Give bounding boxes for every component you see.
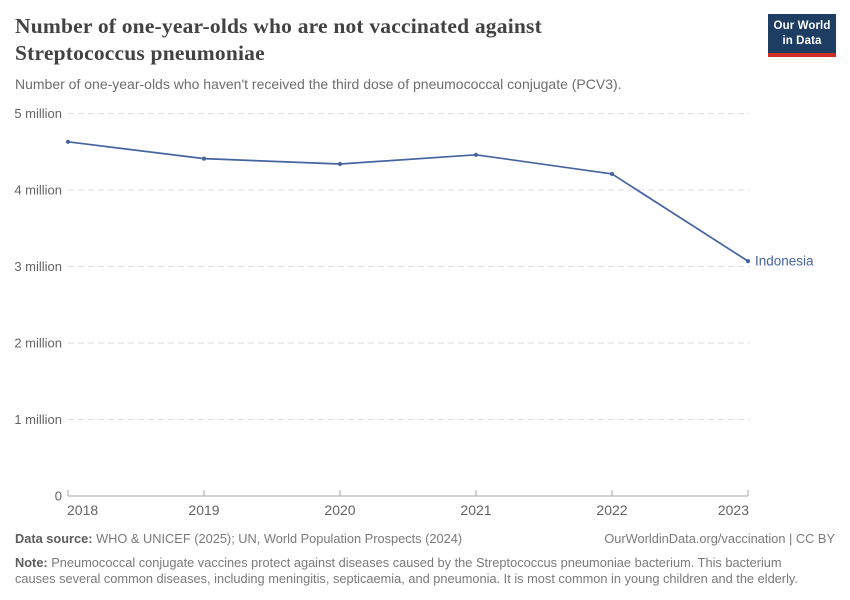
series-line [67,140,749,262]
chart-header: Number of one-year-olds who are not vacc… [15,13,750,93]
x-tick-label: 2023 [718,502,749,518]
x-tick-label: 2019 [188,502,219,518]
chart-title: Number of one-year-olds who are not vacc… [15,14,542,65]
series-entity-label: Indonesia [755,254,814,269]
footer-source-row: Data source: WHO & UNICEF (2025); UN, Wo… [15,531,835,548]
y-tick-label: 3 million [14,259,62,274]
data-point-marker [65,139,71,144]
x-tick-label: 2020 [324,502,355,518]
footer-rights: OurWorldinData.org/vaccination | CC BY [604,531,835,546]
chart-footer: Data source: WHO & UNICEF (2025); UN, Wo… [15,531,835,588]
y-tick-label: 0 [55,489,62,504]
data-point-marker [745,259,751,264]
note-text-1: Pneumococcal conjugate vaccines protect … [51,554,782,570]
y-tick-label: 1 million [14,412,62,427]
owid-logo: Our World in Data [768,14,836,58]
note-label: Note: [15,554,48,570]
y-tick-label: 5 million [14,106,62,121]
logo-line2: in Data [782,35,822,48]
data-source-label: Data source: [15,531,93,546]
note-line-1: Note: Pneumococcal conjugate vaccines pr… [15,555,835,572]
y-tick-label: 2 million [14,336,62,351]
x-tick-label: 2021 [460,502,491,518]
data-point-marker [201,156,207,161]
x-tick-label: 2022 [596,502,627,518]
logo-line1: Our World [773,20,831,32]
data-point-marker [609,171,615,177]
note-line-2: causes several common diseases, includin… [15,571,798,587]
data-point-marker [473,152,479,157]
data-source: Data source: WHO & UNICEF (2025); UN, Wo… [15,531,462,548]
data-source-text: WHO & UNICEF (2025); UN, World Populatio… [96,531,463,546]
chart-note: Note: Pneumococcal conjugate vaccines pr… [15,555,835,588]
x-tick-label: 2018 [67,502,98,518]
data-point-marker [337,161,343,167]
y-tick-label: 4 million [14,183,62,198]
chart-subtitle: Number of one-year-olds who haven't rece… [15,76,622,93]
